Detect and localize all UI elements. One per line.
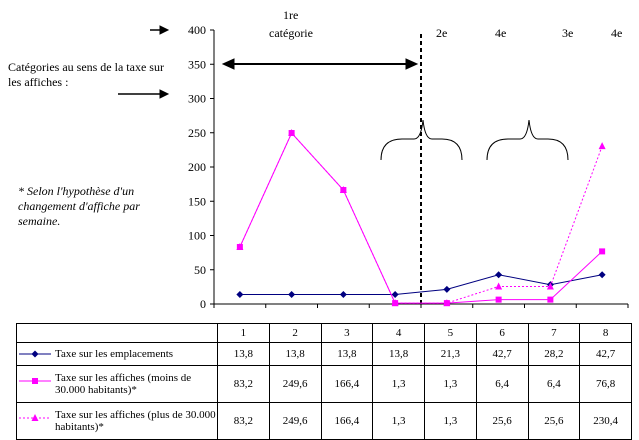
legend-entry: Taxe sur les affiches (moins de 30.000 h… — [16, 365, 218, 403]
x-tick-label: 5 — [424, 323, 477, 343]
table-row: Taxe sur les affiches (moins de 30.000 h… — [16, 365, 632, 403]
series-2-point — [599, 248, 606, 255]
category-braces — [380, 119, 569, 161]
series-1-point — [339, 291, 347, 299]
series-2-point — [547, 296, 554, 303]
legend-label: Taxe sur les affiches (moins de 30.000 h… — [55, 372, 192, 396]
data-label: 249,6 — [268, 365, 322, 403]
category-1-label-line2: catégorie — [269, 26, 313, 40]
series-line-3 — [239, 132, 603, 304]
data-label: 76,8 — [579, 365, 632, 403]
data-label: 230,4 — [579, 402, 632, 440]
data-label: 21,3 — [424, 342, 477, 366]
series-1-point — [443, 285, 451, 293]
legend-swatch — [19, 414, 51, 421]
data-table: 1 2 3 4 5 6 7 8 Taxe sur les emplacements 13,8 13,… — [16, 323, 632, 440]
data-label: 6,4 — [527, 365, 581, 403]
series-3-point — [546, 282, 554, 290]
data-label: 166,4 — [320, 402, 374, 440]
y-tick-label: 350 — [188, 57, 206, 71]
data-label: 1,3 — [372, 402, 425, 440]
data-label: 13,8 — [268, 342, 322, 366]
y-tick-label: 400 — [188, 23, 206, 37]
x-tick-label: 3 — [320, 323, 374, 343]
legend-swatch — [19, 378, 51, 384]
y-tick-label: 300 — [188, 92, 206, 106]
series-1-point — [288, 291, 296, 299]
category1-span-arrow-right-head — [405, 58, 419, 70]
series-3-point — [598, 142, 606, 150]
data-label: 1,3 — [424, 402, 477, 440]
legend-label: Taxe sur les affiches (plus de 30.000 ha… — [55, 409, 216, 433]
x-tick-label: 7 — [527, 323, 581, 343]
series-3-point — [495, 282, 503, 290]
table-corner-cell — [16, 323, 218, 343]
y-tick-label: 200 — [188, 160, 206, 174]
annotation-arrows — [118, 25, 422, 304]
category-3-label: 3e — [562, 26, 574, 40]
x-tick-label: 2 — [268, 323, 322, 343]
data-label: 25,6 — [527, 402, 581, 440]
data-label: 42,7 — [579, 342, 632, 366]
series-3-point — [339, 186, 347, 194]
legend-label: Taxe sur les emplacements — [55, 348, 174, 360]
top-arrow-head — [159, 25, 170, 35]
y-tick-label: 250 — [188, 126, 206, 140]
category-4-label-b: 4e — [611, 26, 623, 40]
table-row: Taxe sur les affiches (plus de 30.000 ha… — [16, 402, 632, 440]
data-label: 13,8 — [320, 342, 374, 366]
y-tick-label: 0 — [200, 297, 206, 311]
series-3-point — [236, 243, 244, 251]
legend-entry: Taxe sur les emplacements — [16, 342, 218, 366]
table-row: Taxe sur les emplacements 13,8 13,8 13,8 13,… — [16, 342, 632, 366]
brace-category-3 — [486, 119, 569, 161]
x-tick-label: 1 — [217, 323, 270, 343]
y-ticks: 0 50 100 150 200 250 300 350 400 — [188, 23, 214, 311]
data-label: 6,4 — [475, 365, 529, 403]
data-label: 13,8 — [372, 342, 425, 366]
y-tick-label: 150 — [188, 194, 206, 208]
category-2-label: 2e — [436, 26, 448, 40]
category1-span-arrow-left-head — [221, 58, 235, 70]
hypothesis-note: * Selon l'hypothèse d'un changement d'af… — [18, 184, 140, 228]
label-arrow-head — [159, 89, 170, 99]
series-3-point — [391, 299, 399, 307]
series-1-point — [495, 271, 503, 279]
brace-category-2 — [380, 119, 463, 161]
x-tick-label: 8 — [579, 323, 632, 343]
series-3-point — [443, 299, 451, 307]
data-label: 249,6 — [268, 402, 322, 440]
data-label: 42,7 — [475, 342, 529, 366]
series-2-point — [495, 296, 502, 303]
data-label: 28,2 — [527, 342, 581, 366]
data-label: 1,3 — [372, 365, 425, 403]
series-1-point — [236, 291, 244, 299]
series-1-point — [391, 291, 399, 299]
x-ticks — [213, 304, 629, 308]
legend-swatch — [19, 350, 51, 358]
series-1-point — [598, 271, 606, 279]
data-label: 1,3 — [424, 365, 477, 403]
data-label: 83,2 — [217, 365, 270, 403]
legend-entry: Taxe sur les affiches (plus de 30.000 ha… — [16, 402, 218, 440]
categories-label: Catégories au sens de la taxe sur les af… — [8, 60, 164, 89]
series-3-point — [288, 129, 296, 137]
data-label: 83,2 — [217, 402, 270, 440]
series-line-1 — [239, 274, 603, 296]
data-label: 13,8 — [217, 342, 270, 366]
category-4-label-a: 4e — [495, 26, 507, 40]
x-tick-label: 6 — [475, 323, 529, 343]
y-tick-label: 100 — [188, 229, 206, 243]
data-label: 166,4 — [320, 365, 374, 403]
y-tick-label: 50 — [194, 263, 206, 277]
data-label: 25,6 — [475, 402, 529, 440]
series-layer — [236, 129, 606, 307]
x-tick-label: 4 — [372, 323, 425, 343]
category-1-label-line1: 1re — [283, 8, 299, 22]
